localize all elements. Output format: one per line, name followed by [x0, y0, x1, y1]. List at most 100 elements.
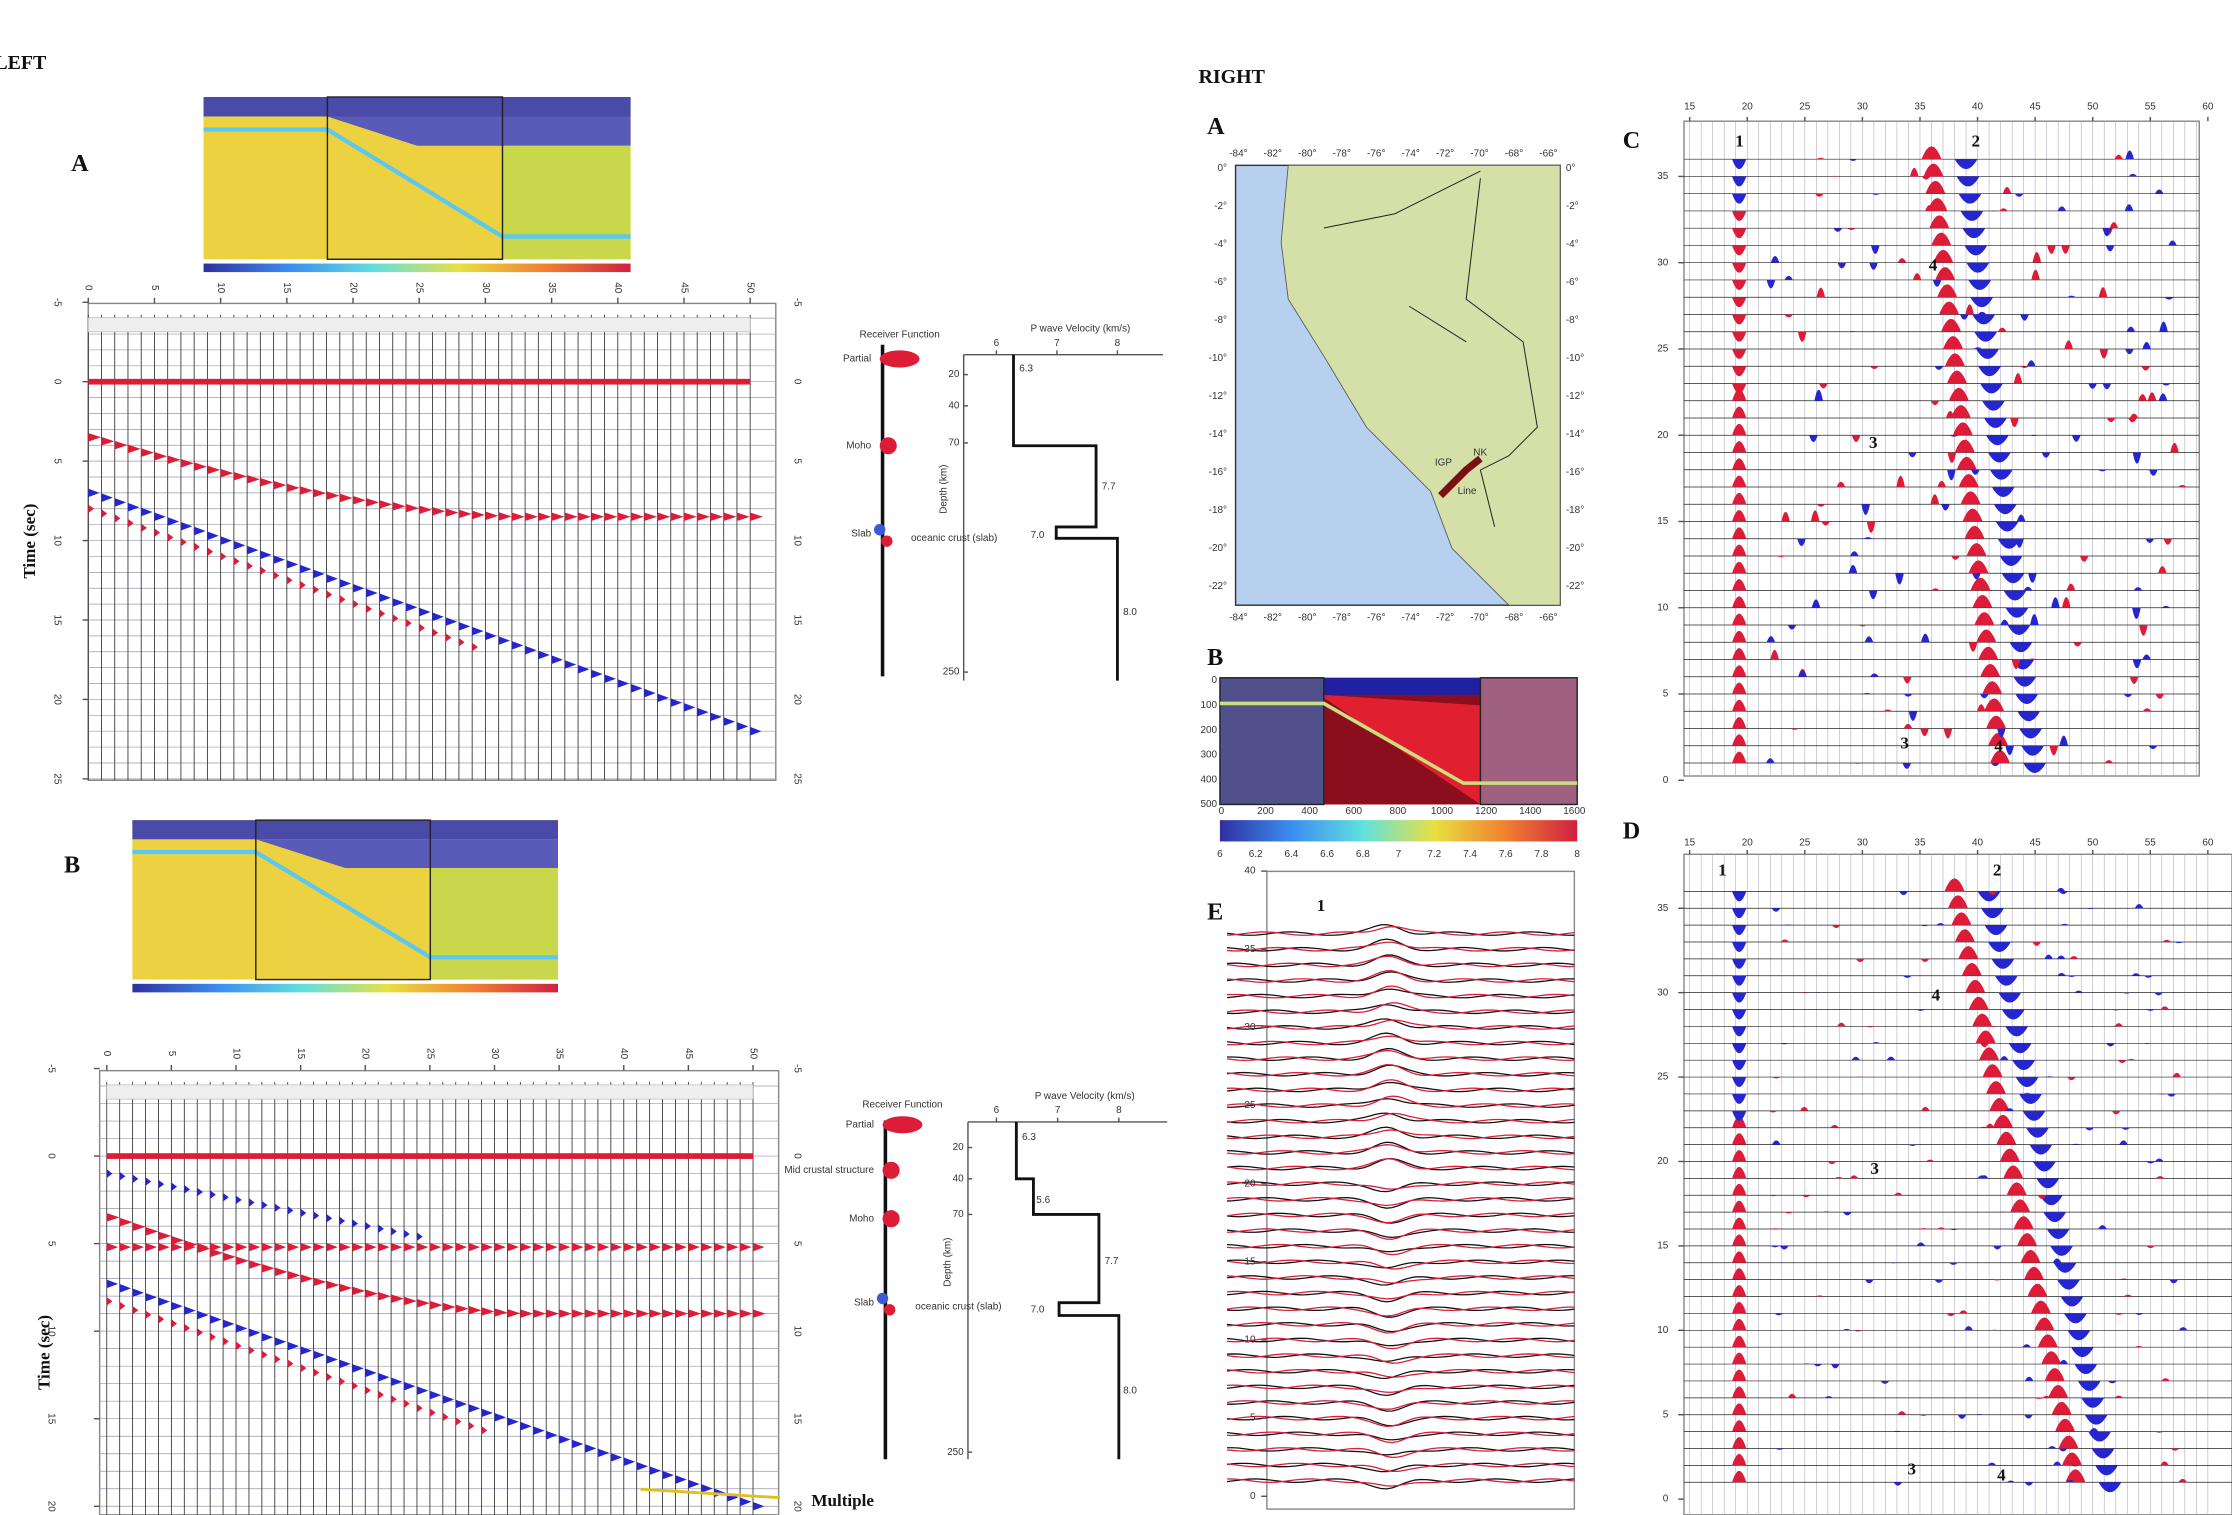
- wiggle: [1989, 469, 2013, 480]
- wiggle: [1976, 629, 1997, 643]
- wiggle: [2158, 393, 2168, 401]
- arrival: [106, 1242, 119, 1252]
- lon-tick-label-bottom: -76°: [1367, 613, 1385, 624]
- velocity-value: 8.0: [1123, 1386, 1137, 1397]
- trace: [1226, 1212, 1575, 1224]
- x-tick-label: 1200: [1475, 806, 1498, 817]
- wiggle: [1732, 1110, 1747, 1121]
- arrival: [458, 622, 471, 631]
- arrival: [416, 1386, 429, 1395]
- arrival: [564, 512, 578, 522]
- wiggle: [2037, 1195, 2047, 1200]
- wiggle: [2169, 1279, 2178, 1284]
- wiggle: [2070, 1465, 2080, 1467]
- wiggle: [1781, 511, 1790, 522]
- wiggle: [1886, 1056, 1896, 1061]
- x-tick-label: 0: [1219, 806, 1225, 817]
- arrival: [88, 488, 100, 498]
- x-tick-label: 10: [230, 1048, 241, 1060]
- x-tick-label: 35: [1914, 102, 1926, 113]
- wiggle: [1972, 314, 1996, 325]
- lat-tick-label: -8°: [1214, 315, 1227, 326]
- border: [1323, 170, 1538, 528]
- wiggle: [2119, 1278, 2129, 1280]
- arrival: [378, 1373, 390, 1382]
- wiggle: [1821, 521, 1830, 526]
- wiggle: [2098, 1225, 2107, 1230]
- wiggle: [1936, 1227, 1946, 1230]
- wiggle: [1988, 942, 2011, 952]
- arrival: [365, 1242, 377, 1252]
- arrival: [670, 698, 683, 707]
- wiggle: [1984, 698, 2005, 712]
- arrival: [623, 1242, 636, 1252]
- wiggle: [1949, 1229, 1959, 1231]
- arrival: [494, 1413, 506, 1422]
- rf-title: Receiver Function: [862, 1099, 942, 1110]
- y-tick-label: 20: [1657, 1156, 1669, 1167]
- arrival: [683, 703, 696, 712]
- arrival: [167, 533, 174, 542]
- wiggle: [1836, 481, 1846, 487]
- x-tick-label: 45: [2030, 102, 2042, 113]
- arrival: [675, 1309, 689, 1318]
- direct-arrival: [88, 378, 751, 385]
- wiggle: [1939, 301, 1960, 315]
- arrival: [326, 574, 338, 583]
- wiggle: [2142, 341, 2151, 349]
- wiggle: [1962, 508, 1983, 522]
- wiggle: [1811, 599, 1821, 608]
- wiggle: [1732, 176, 1747, 187]
- model-box: [326, 96, 504, 260]
- trace: [1226, 1144, 1575, 1155]
- wiggle: [2026, 360, 2036, 367]
- wiggle: [1903, 676, 1912, 684]
- wiggle: [1732, 992, 1747, 1003]
- wiggle: [2067, 1077, 2076, 1081]
- arrival: [223, 1319, 235, 1329]
- wiggle: [1992, 1279, 2002, 1281]
- wiggle: [1732, 1217, 1747, 1230]
- arrival: [507, 1417, 519, 1427]
- wiggle: [1732, 262, 1747, 273]
- lat-tick-label: -16°: [1209, 467, 1227, 478]
- rf-pulse: [879, 350, 920, 368]
- arrival: [405, 618, 412, 628]
- land: [1280, 164, 1561, 606]
- wiggle: [2159, 321, 2168, 332]
- colorbar-tick-label: 6.2: [1249, 849, 1263, 860]
- arrival: [750, 726, 762, 736]
- y-axis-label: Time (sec): [20, 504, 39, 579]
- model-wedge: [327, 116, 631, 146]
- x-tick-label: 55: [2145, 838, 2157, 849]
- rf-pulse: [883, 1304, 896, 1316]
- wiggle: [2051, 1401, 2072, 1415]
- rf-pulse: [874, 524, 886, 536]
- y-tick-label: 10: [1657, 1325, 1669, 1336]
- colorbar-tick-label: 7.6: [1499, 849, 1513, 860]
- wiggle: [2059, 735, 2069, 746]
- arrival: [753, 1309, 766, 1318]
- arrival: [141, 507, 153, 517]
- arrival: [631, 684, 643, 693]
- wiggle: [1893, 1192, 1903, 1196]
- velocity-value: 6.3: [1022, 1132, 1036, 1143]
- wiggle: [1950, 405, 1971, 418]
- wiggle: [1935, 267, 1956, 280]
- wiggle: [1830, 1125, 1839, 1128]
- wiggle: [1999, 208, 2008, 211]
- y-tick-label: -5: [51, 298, 62, 307]
- wiggle: [2155, 1176, 2165, 1179]
- wiggle: [2070, 1347, 2094, 1358]
- wiggle: [1896, 475, 1905, 487]
- wiggle: [2010, 1199, 2031, 1213]
- arrival: [432, 612, 444, 622]
- arrival: [119, 1171, 126, 1181]
- y-tick-label: 15: [46, 1413, 57, 1425]
- arrival: [180, 521, 193, 531]
- arrival: [455, 1417, 462, 1426]
- wiggle: [2006, 1182, 2027, 1196]
- arrival: [736, 512, 750, 522]
- phase-label: 3: [1900, 734, 1909, 753]
- arrival: [688, 1479, 700, 1489]
